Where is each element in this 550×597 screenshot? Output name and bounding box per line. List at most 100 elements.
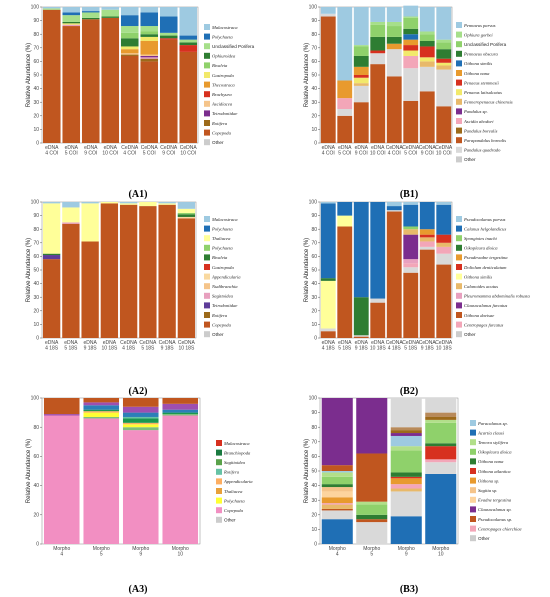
bar-segment — [83, 405, 120, 410]
bar-segment — [83, 409, 120, 412]
bar-segment — [337, 98, 353, 109]
bar-segment — [320, 13, 336, 17]
bar-segment — [83, 411, 120, 413]
x-tick-label: 4 — [336, 552, 339, 558]
x-tick-label: eDNA — [83, 340, 97, 346]
legend-swatch — [204, 312, 210, 318]
x-tick-label: 4 18S — [122, 346, 136, 352]
bar-segment — [119, 203, 138, 205]
y-tick-label: 0 — [314, 542, 317, 548]
bar-segment — [62, 223, 80, 338]
bar-segment — [177, 214, 196, 217]
x-tick-label: 5 COI — [65, 151, 78, 157]
bar-segment — [158, 203, 176, 205]
bar-segment — [436, 7, 452, 40]
x-tick-label: 10 18S — [101, 346, 118, 352]
panel-label: (A2) — [129, 386, 148, 397]
bar-segment — [353, 102, 369, 143]
bar-segment — [436, 253, 452, 265]
bar-segment — [119, 202, 138, 204]
bar-segment — [140, 26, 159, 32]
legend-swatch — [456, 273, 462, 280]
legend-label: Pennaeus parvus — [463, 23, 496, 28]
y-tick-label: 70 — [311, 45, 317, 51]
y-tick-label: 20 — [311, 512, 317, 518]
bar-segment — [320, 7, 336, 14]
bar-segment — [436, 62, 452, 66]
legend-label: Other — [478, 536, 490, 541]
legend-label: Penaeus latisulcatus — [463, 90, 502, 95]
bar-segment — [370, 21, 386, 25]
legend-label: Penaeus stemmesii — [463, 80, 500, 85]
bar-segment — [419, 234, 435, 238]
bar-segment — [403, 5, 419, 17]
bar-segment — [390, 476, 422, 479]
bar-segment — [353, 85, 369, 103]
bar-segment — [419, 41, 435, 47]
legend-label: Calanoides acutus — [464, 284, 498, 289]
x-tick-label: eDNA — [103, 340, 117, 346]
bar-segment — [337, 80, 353, 99]
legend-swatch — [204, 81, 210, 88]
bar-segment — [390, 484, 422, 489]
bar-segment — [62, 7, 81, 13]
bar-segment — [159, 32, 178, 36]
bar-segment — [320, 203, 336, 279]
legend-label: Oithona similis — [464, 61, 492, 66]
legend-swatch — [456, 321, 462, 328]
legend-label: Oikopleura dioica — [464, 246, 498, 251]
x-tick-label: CeDNA — [435, 145, 453, 151]
y-tick-label: 100 — [31, 396, 40, 402]
bar-segment — [120, 54, 139, 56]
legend-swatch — [456, 79, 462, 86]
x-tick-label: Morpho — [363, 546, 380, 552]
bar-segment — [337, 115, 353, 143]
bar-segment — [42, 7, 61, 9]
x-tick-label: 5 18S — [338, 346, 352, 352]
y-tick-label: 20 — [311, 113, 317, 119]
x-tick-label: Morpho — [172, 546, 189, 552]
x-tick-label: Morpho — [132, 546, 149, 552]
x-tick-label: CeDNA — [141, 145, 159, 151]
bar-segment — [386, 26, 402, 37]
bar-segment — [122, 406, 159, 413]
bar-segment — [122, 398, 159, 407]
legend-swatch — [470, 516, 476, 522]
bar-segment — [419, 61, 435, 67]
legend-label: Pandalus quadrado — [463, 148, 501, 153]
legend-label: Brachyura — [212, 92, 232, 97]
bar-segment — [83, 402, 120, 406]
legend-swatch — [456, 264, 462, 270]
legend-label: Ascidiacea — [211, 102, 233, 107]
bar-segment — [425, 398, 457, 413]
y-tick-label: 70 — [311, 439, 317, 445]
bar-segment — [321, 504, 353, 509]
legend-swatch — [216, 459, 222, 466]
legend-label: Evadne tergestina — [477, 498, 512, 503]
legend-swatch — [204, 33, 210, 40]
y-tick-label: 100 — [309, 200, 318, 206]
y-tick-label: 20 — [33, 512, 39, 518]
bar-segment — [100, 203, 119, 338]
legend-label: Other — [224, 518, 236, 523]
bar-segment — [403, 259, 419, 264]
bar-segment — [436, 246, 452, 254]
bar-segment — [386, 49, 402, 77]
x-tick-label: 4 COI — [322, 151, 335, 157]
legend-label: Sagittoidea — [224, 460, 246, 465]
legend-swatch — [216, 488, 222, 494]
x-tick-label: 10 COI — [370, 151, 386, 157]
panel-a3: 0 20 40 60 80 100 Relative Abundance (%) Morpho… — [26, 396, 253, 595]
legend-label: Rotifera — [211, 121, 228, 126]
x-tick-label: CeDNA — [402, 340, 420, 346]
x-tick-label: eDNA — [322, 145, 336, 151]
bar-segment — [419, 31, 435, 35]
bar-segment — [120, 49, 139, 54]
bar-segment — [120, 53, 139, 55]
bar-segment — [403, 17, 419, 29]
bar-segment — [386, 36, 402, 44]
y-tick-label: 0 — [36, 542, 39, 548]
y-tick-label: 10 — [33, 127, 39, 133]
legend-label: Ascidia ahodori — [463, 119, 494, 124]
bar-segment — [140, 7, 159, 13]
